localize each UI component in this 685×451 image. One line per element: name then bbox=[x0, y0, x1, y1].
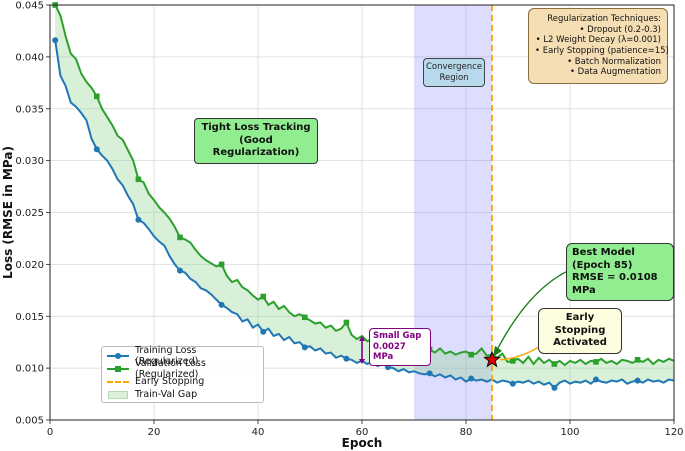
y-tick-label: 0.035 bbox=[15, 104, 44, 115]
small-gap-arrowhead-down bbox=[359, 358, 365, 364]
dashed-line-icon bbox=[107, 377, 129, 387]
validation-line-icon bbox=[107, 364, 129, 374]
y-tick-label: 0.030 bbox=[15, 156, 44, 167]
legend-item-gap: Train-Val Gap bbox=[107, 388, 258, 401]
training-marker bbox=[301, 344, 308, 351]
x-tick-label: 100 bbox=[560, 427, 579, 438]
legend-label: Train-Val Gap bbox=[135, 389, 198, 400]
training-marker bbox=[218, 301, 225, 308]
training-marker bbox=[509, 380, 516, 387]
validation-marker bbox=[593, 359, 599, 365]
gap-patch-icon bbox=[107, 390, 129, 400]
early-line-1: Early Stopping bbox=[554, 312, 606, 336]
training-marker bbox=[426, 370, 433, 377]
y-tick-label: 0.040 bbox=[15, 52, 44, 63]
tight-title: Tight Loss Tracking bbox=[201, 122, 311, 133]
x-tick-label: 0 bbox=[47, 427, 53, 438]
validation-marker bbox=[634, 357, 641, 363]
training-marker bbox=[634, 377, 641, 384]
validation-marker bbox=[510, 358, 516, 364]
x-tick-label: 60 bbox=[356, 427, 369, 438]
validation-marker bbox=[218, 261, 225, 268]
validation-marker bbox=[302, 314, 308, 321]
reg-item: • L2 Weight Decay (λ=0.001) bbox=[535, 35, 661, 46]
reg-item: • Data Augmentation bbox=[569, 67, 661, 78]
gap-line-2: 0.0027 MPa bbox=[373, 341, 406, 363]
training-marker bbox=[593, 376, 599, 383]
y-tick-label: 0.045 bbox=[15, 1, 44, 12]
validation-marker bbox=[135, 176, 142, 183]
x-tick-label: 120 bbox=[664, 427, 683, 438]
legend-item-training: Training Loss (Regularized) bbox=[107, 345, 258, 367]
training-marker bbox=[468, 375, 475, 382]
tight-subtitle: (Good Regularization) bbox=[212, 134, 300, 159]
reg-title: Regularization Techniques: bbox=[547, 14, 661, 24]
convergence-line-1: Convergence bbox=[426, 62, 483, 72]
early-stopping-annotation: Early Stopping Activated bbox=[538, 308, 622, 354]
y-axis-label: Loss (RMSE in MPa) bbox=[1, 146, 15, 279]
x-tick-label: 40 bbox=[252, 427, 265, 438]
legend-item-validation: Validation Loss (Regularized) bbox=[107, 358, 258, 380]
small-gap-annotation: Small Gap 0.0027 MPa bbox=[369, 328, 431, 366]
y-tick-label: 0.025 bbox=[15, 208, 44, 219]
best-line-1: Best Model bbox=[572, 247, 635, 258]
y-tick-label: 0.020 bbox=[15, 260, 44, 271]
small-gap-arrowhead-up bbox=[359, 335, 365, 341]
validation-marker bbox=[551, 361, 558, 367]
gap-line-1: Small Gap bbox=[373, 331, 422, 341]
reg-item: • Dropout (0.2-0.3) bbox=[579, 24, 661, 35]
y-tick-label: 0.015 bbox=[15, 312, 44, 323]
legend-label: Early Stopping bbox=[135, 376, 205, 387]
validation-marker bbox=[468, 351, 474, 358]
y-tick-label: 0.010 bbox=[15, 364, 44, 375]
best-model-arrowhead bbox=[493, 345, 502, 357]
legend-label: Training Loss (Regularized) bbox=[135, 344, 199, 367]
training-marker bbox=[260, 328, 267, 335]
regularization-techniques-box: Regularization Techniques: • Dropout (0.… bbox=[528, 8, 669, 84]
best-line-2: (Epoch 85) bbox=[572, 259, 633, 271]
best-model-star-icon bbox=[483, 350, 501, 368]
best-line-3: RMSE = 0.0108 MPa bbox=[572, 272, 658, 296]
y-axis-ticks: 0.005 0.010 0.015 0.020 0.025 0.030 0.035 0.040… bbox=[15, 1, 50, 427]
training-marker bbox=[52, 37, 59, 44]
train-val-gap-fill bbox=[55, 5, 674, 388]
training-loss-line bbox=[54, 40, 675, 390]
validation-loss-line bbox=[54, 4, 675, 367]
reg-item: • Batch Normalization bbox=[567, 56, 661, 67]
training-marker bbox=[551, 384, 558, 391]
early-line-2: Activated bbox=[553, 337, 607, 348]
validation-marker bbox=[260, 293, 266, 300]
training-marker bbox=[343, 355, 350, 362]
legend: Training Loss (Regularized) Validation L… bbox=[101, 345, 264, 403]
legend-label: Validation Loss (Regularized) bbox=[135, 357, 206, 380]
best-model-annotation: Best Model (Epoch 85) RMSE = 0.0108 MPa bbox=[566, 243, 674, 301]
validation-marker bbox=[343, 319, 350, 326]
best-model-arrow bbox=[493, 269, 571, 357]
x-axis-ticks: 0 20 40 60 80 100 120 bbox=[47, 420, 684, 438]
x-axis-label: Epoch bbox=[342, 436, 383, 450]
convergence-line-2: Region bbox=[439, 72, 469, 83]
validation-marker bbox=[94, 93, 100, 100]
x-tick-label: 80 bbox=[460, 427, 473, 438]
reg-item: • Early Stopping (patience=15) bbox=[535, 45, 669, 56]
y-tick-label: 0.005 bbox=[15, 416, 44, 427]
training-marker bbox=[177, 267, 183, 274]
convergence-region-label: Convergence Region bbox=[423, 58, 485, 88]
legend-item-early-stopping: Early Stopping bbox=[107, 375, 258, 388]
validation-marker bbox=[177, 234, 183, 241]
training-line-icon bbox=[107, 351, 129, 361]
training-marker bbox=[135, 216, 142, 223]
x-tick-label: 20 bbox=[148, 427, 161, 438]
training-marker bbox=[93, 146, 100, 153]
tight-tracking-annotation: Tight Loss Tracking (Good Regularization… bbox=[194, 118, 318, 164]
